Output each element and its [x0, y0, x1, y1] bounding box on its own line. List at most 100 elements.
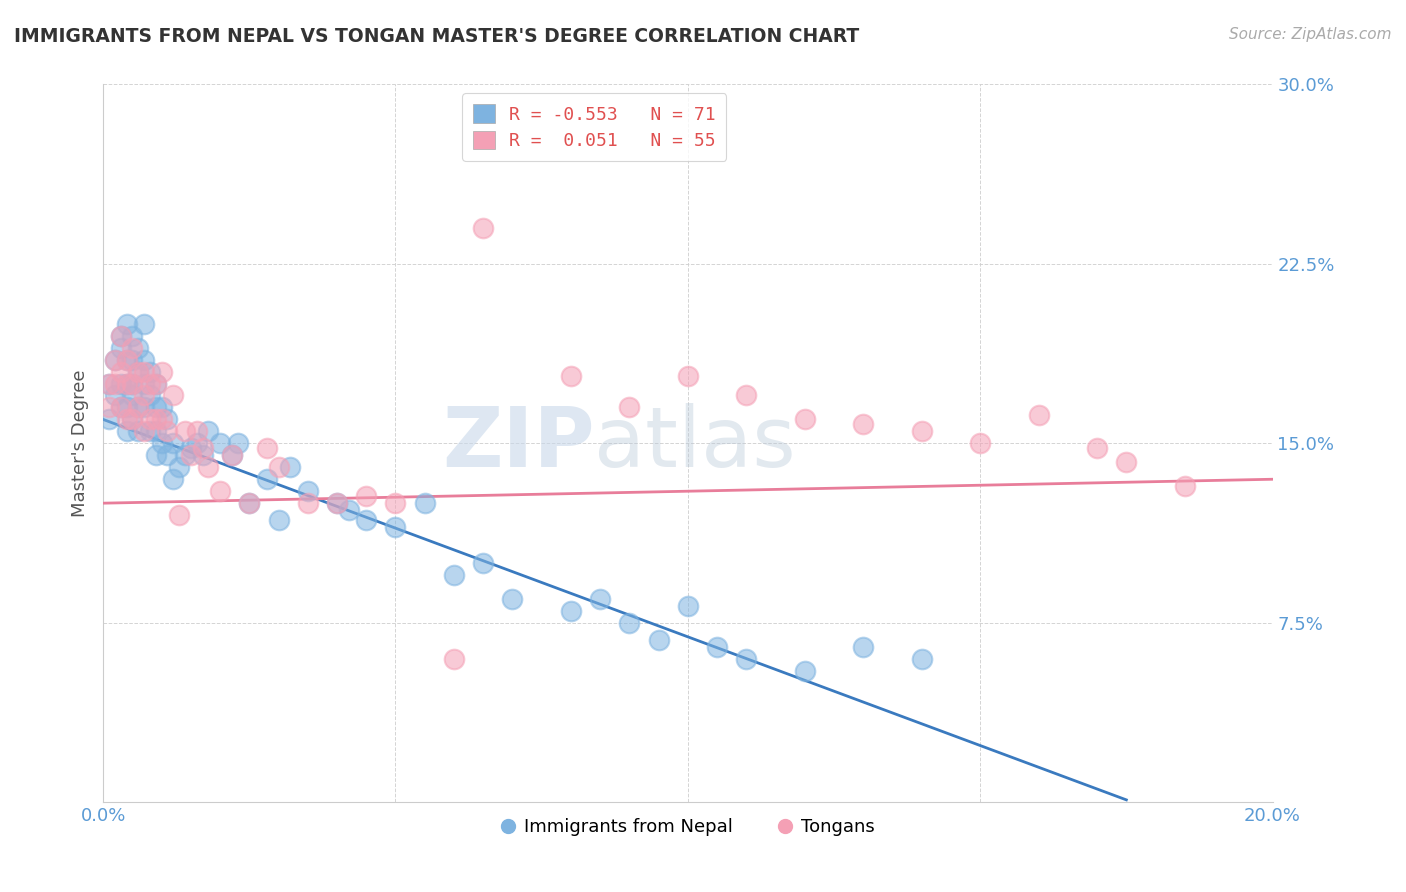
Point: [197, 460, 219, 475]
Legend: Immigrants from Nepal, Tongans: Immigrants from Nepal, Tongans: [494, 811, 883, 844]
Point: [121, 341, 143, 355]
Point: [221, 448, 243, 462]
Point: [174, 448, 197, 462]
Point: [676, 369, 699, 384]
Point: [110, 401, 132, 415]
Point: [139, 412, 162, 426]
Point: [256, 472, 278, 486]
Point: [226, 436, 249, 450]
Point: [115, 376, 138, 391]
Point: [186, 425, 208, 439]
Point: [145, 401, 167, 415]
Point: [969, 436, 991, 450]
Point: [115, 352, 138, 367]
Point: [127, 341, 149, 355]
Point: [209, 484, 232, 499]
Point: [150, 365, 173, 379]
Point: [167, 460, 190, 475]
Point: [852, 640, 875, 654]
Point: [132, 425, 155, 439]
Point: [337, 503, 360, 517]
Point: [104, 376, 127, 391]
Point: [127, 425, 149, 439]
Point: [145, 425, 167, 439]
Point: [132, 365, 155, 379]
Point: [267, 460, 290, 475]
Point: [443, 568, 465, 582]
Point: [115, 425, 138, 439]
Point: [619, 401, 641, 415]
Text: Source: ZipAtlas.com: Source: ZipAtlas.com: [1229, 27, 1392, 42]
Point: [384, 496, 406, 510]
Point: [221, 448, 243, 462]
Point: [472, 556, 495, 570]
Point: [180, 448, 202, 462]
Point: [110, 365, 132, 379]
Point: [472, 221, 495, 235]
Point: [121, 328, 143, 343]
Point: [238, 496, 260, 510]
Point: [162, 472, 184, 486]
Point: [145, 376, 167, 391]
Point: [267, 513, 290, 527]
Point: [132, 317, 155, 331]
Point: [443, 651, 465, 665]
Point: [174, 425, 197, 439]
Point: [132, 352, 155, 367]
Point: [115, 412, 138, 426]
Point: [104, 388, 127, 402]
Point: [110, 341, 132, 355]
Point: [180, 441, 202, 455]
Text: IMMIGRANTS FROM NEPAL VS TONGAN MASTER'S DEGREE CORRELATION CHART: IMMIGRANTS FROM NEPAL VS TONGAN MASTER'S…: [14, 27, 859, 45]
Point: [735, 651, 758, 665]
Point: [162, 388, 184, 402]
Point: [560, 369, 582, 384]
Point: [139, 425, 162, 439]
Point: [156, 425, 179, 439]
Point: [110, 376, 132, 391]
Point: [197, 425, 219, 439]
Point: [619, 615, 641, 630]
Point: [706, 640, 728, 654]
Point: [326, 496, 349, 510]
Point: [676, 599, 699, 613]
Point: [911, 425, 934, 439]
Text: atlas: atlas: [595, 403, 796, 483]
Point: [98, 401, 121, 415]
Point: [911, 651, 934, 665]
Point: [121, 376, 143, 391]
Point: [104, 352, 127, 367]
Point: [278, 460, 301, 475]
Point: [191, 448, 214, 462]
Point: [115, 317, 138, 331]
Point: [139, 388, 162, 402]
Text: ZIP: ZIP: [441, 403, 595, 483]
Point: [1028, 408, 1050, 422]
Point: [139, 365, 162, 379]
Point: [127, 401, 149, 415]
Point: [191, 441, 214, 455]
Point: [121, 388, 143, 402]
Point: [127, 365, 149, 379]
Point: [121, 412, 143, 426]
Point: [145, 412, 167, 426]
Point: [560, 604, 582, 618]
Point: [162, 436, 184, 450]
Point: [354, 489, 377, 503]
Point: [793, 664, 815, 678]
Point: [145, 376, 167, 391]
Point: [132, 376, 155, 391]
Point: [1174, 479, 1197, 493]
Point: [1085, 441, 1108, 455]
Point: [186, 436, 208, 450]
Point: [852, 417, 875, 432]
Point: [121, 352, 143, 367]
Point: [647, 632, 669, 647]
Point: [238, 496, 260, 510]
Point: [127, 401, 149, 415]
Point: [115, 401, 138, 415]
Point: [110, 328, 132, 343]
Point: [132, 388, 155, 402]
Point: [297, 484, 319, 499]
Point: [167, 508, 190, 523]
